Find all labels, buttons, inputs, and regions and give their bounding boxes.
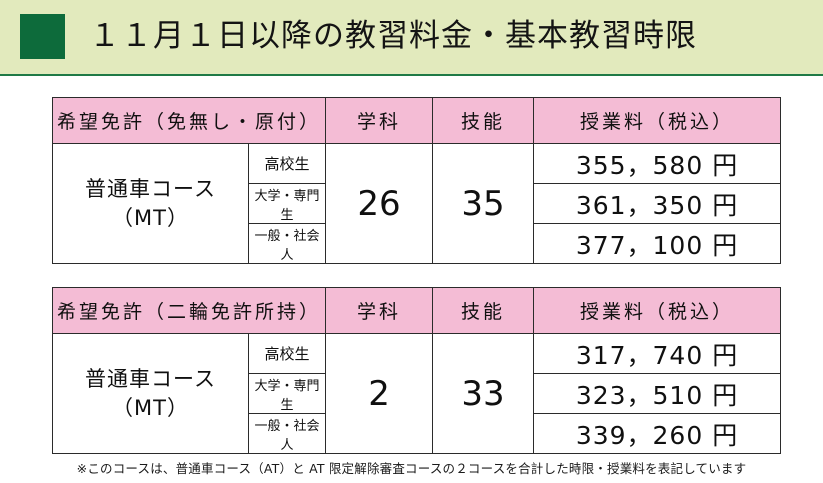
fee-value: 361，350 円 <box>533 183 782 224</box>
header-fee: 授業料（税込） <box>533 97 782 144</box>
category-cell: 一般・社会人 <box>247 223 327 264</box>
fee-value: 317，740 円 <box>533 333 782 374</box>
course-name: 普通車コース <box>85 177 216 202</box>
footnote: ※このコースは、普通車コース（AT）と AT 限定解除審査コースの２コースを合計… <box>76 461 747 476</box>
category-cell: 大学・専門生 <box>247 183 327 224</box>
category-cell: 一般・社会人 <box>247 413 327 454</box>
page-title: １１月１日以降の教習料金・基本教習時限 <box>89 17 697 54</box>
table-row: 大学・専門生 323，510 円 <box>53 373 782 414</box>
title-bottom-rule <box>0 72 823 76</box>
header-license: 希望免許（二輪免許所持） <box>51 287 327 334</box>
green-square-marker <box>20 13 65 59</box>
category-cell: 高校生 <box>247 333 327 374</box>
table-row: 大学・専門生 361，350 円 <box>53 183 782 224</box>
course-name: 普通車コース <box>85 367 216 392</box>
fee-value: 323，510 円 <box>533 373 782 414</box>
gakka-value: 2 <box>325 333 434 454</box>
course-type: （MT） <box>112 205 189 230</box>
table-header-row: 希望免許（免無し・原付） 学科 技能 授業料（税込） <box>51 97 782 144</box>
header-gakka: 学科 <box>325 287 434 334</box>
fee-value: 377，100 円 <box>533 223 782 264</box>
header-gakka: 学科 <box>325 97 434 144</box>
price-table-no-license: 希望免許（免無し・原付） 学科 技能 授業料（税込） 普通車コース （MT） 高… <box>51 97 782 264</box>
header-ginou: 技能 <box>432 97 535 144</box>
fee-value: 339，260 円 <box>533 413 782 454</box>
table-row: 普通車コース （MT） 高校生 26 35 355，580 円 <box>52 143 782 264</box>
course-type: （MT） <box>112 395 189 420</box>
ginou-value: 35 <box>432 143 535 264</box>
header-fee: 授業料（税込） <box>533 287 782 334</box>
gakka-value: 26 <box>325 143 434 264</box>
table-row: 一般・社会人 377，100 円 <box>53 223 782 264</box>
table-header-row: 希望免許（二輪免許所持） 学科 技能 授業料（税込） <box>51 287 782 334</box>
header-ginou: 技能 <box>432 287 535 334</box>
category-cell: 大学・専門生 <box>247 373 327 414</box>
price-table-with-motorcycle-license: 希望免許（二輪免許所持） 学科 技能 授業料（税込） 普通車コース （MT） 高… <box>51 287 782 454</box>
category-cell: 高校生 <box>247 143 327 184</box>
header-license: 希望免許（免無し・原付） <box>51 97 327 144</box>
table-row: 一般・社会人 339，260 円 <box>53 413 782 454</box>
table-row: 普通車コース （MT） 高校生 2 33 317，740 円 <box>52 333 782 454</box>
title-band <box>0 0 823 72</box>
course-name-cell: 普通車コース （MT） <box>52 143 249 264</box>
page-title-row: １１月１日以降の教習料金・基本教習時限 <box>0 0 823 72</box>
course-name-cell: 普通車コース （MT） <box>52 333 249 454</box>
ginou-value: 33 <box>432 333 535 454</box>
fee-value: 355，580 円 <box>533 143 782 184</box>
